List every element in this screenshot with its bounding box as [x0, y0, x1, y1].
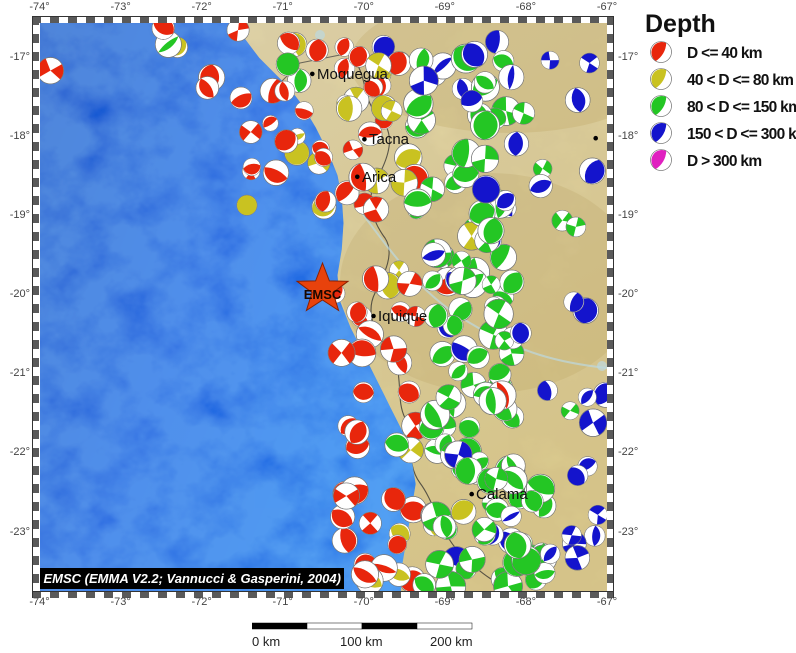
svg-text:40 < D <= 80 km: 40 < D <= 80 km — [687, 72, 793, 89]
svg-text:Moquegua: Moquegua — [317, 66, 389, 83]
svg-text:150 < D <= 300 km: 150 < D <= 300 km — [687, 126, 796, 143]
svg-text:100 km: 100 km — [340, 634, 383, 649]
svg-text:Iquique: Iquique — [378, 308, 427, 325]
svg-text:200 km: 200 km — [430, 634, 473, 649]
svg-text:Arica: Arica — [362, 169, 397, 186]
svg-text:D <= 40 km: D <= 40 km — [687, 45, 762, 62]
svg-text:Tacna: Tacna — [369, 131, 410, 148]
svg-text:D > 300 km: D > 300 km — [687, 153, 761, 170]
svg-text:Calama: Calama — [476, 486, 528, 503]
svg-text:80 < D <= 150 km: 80 < D <= 150 km — [687, 99, 796, 116]
svg-text:0 km: 0 km — [252, 634, 280, 649]
